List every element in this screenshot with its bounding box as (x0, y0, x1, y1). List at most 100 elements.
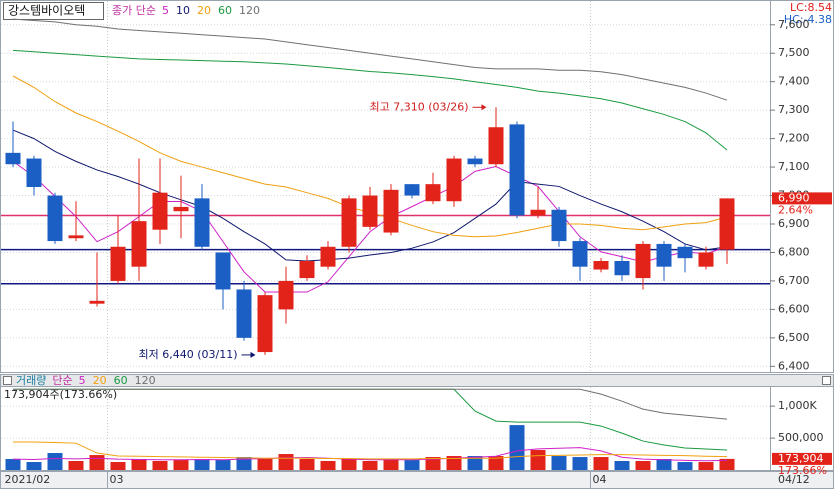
legend-prefix: 종가 단순 (112, 4, 156, 17)
price-tag: 6,990 (778, 191, 810, 204)
legend-entry: 10 (176, 4, 190, 17)
y-tick-label: 7,300 (778, 103, 810, 116)
ma-line (12, 129, 728, 262)
volume-bar (572, 457, 588, 470)
candle-body (299, 261, 315, 279)
candle-body (194, 198, 210, 247)
volume-bar (677, 462, 693, 470)
annotation: 최저 6,440 (03/11) (138, 348, 237, 361)
volume-bar (593, 457, 609, 470)
lc-label: LC:8.54 (790, 1, 832, 14)
volume-bar (614, 460, 630, 470)
volume-title: 거래량 (16, 374, 46, 387)
volume-bar (26, 462, 42, 470)
volume-bar (488, 456, 504, 470)
legend-entry: 120 (239, 4, 260, 17)
candle-body (236, 289, 252, 338)
candle-body (320, 246, 336, 267)
price-tag-box (772, 452, 832, 465)
volume-bar (698, 462, 714, 470)
date-axis (0, 471, 834, 489)
ma-line (13, 441, 728, 460)
candle-body (152, 192, 168, 230)
candle-body (173, 206, 189, 212)
legend-prefix: 단순 (52, 374, 72, 387)
candle-body (488, 127, 504, 165)
ma-line (12, 18, 728, 101)
candle-body (467, 158, 483, 165)
candle-body (572, 241, 588, 267)
legend-entry: 20 (197, 4, 211, 17)
volume-bar (194, 459, 210, 470)
volume-bar (404, 460, 420, 470)
stock-name-box[interactable] (3, 2, 104, 20)
legend-entry: 120 (135, 374, 156, 387)
legend-entry: 20 (93, 374, 107, 387)
volume-bar (425, 457, 441, 470)
candle-body (635, 243, 651, 279)
y-tick-label: 7,200 (778, 132, 810, 145)
candle-body (257, 295, 273, 353)
y-tick-label: 6,600 (778, 302, 810, 315)
candle-body (614, 261, 630, 276)
price-panel (0, 0, 771, 373)
candle-body (593, 261, 609, 270)
price-tag-box (772, 192, 832, 205)
candle-body (89, 300, 105, 304)
y-tick-label: 7,100 (778, 160, 810, 173)
y-tick-label: 6,900 (778, 217, 810, 230)
checkbox[interactable] (3, 376, 12, 385)
volume-bar (152, 460, 168, 470)
volume-bar (551, 456, 567, 470)
change-label: 173.66% (778, 464, 827, 477)
volume-bar (509, 425, 525, 470)
current-date: 04/12 (778, 473, 810, 486)
candle-body (530, 209, 546, 216)
candle-body (341, 198, 357, 247)
candle-body (278, 280, 294, 310)
y-tick-label: 7,400 (778, 75, 810, 88)
candle-body (446, 158, 462, 202)
candle-body (719, 198, 735, 250)
volume-bar (362, 460, 378, 470)
y-tick-label: 7,500 (778, 46, 810, 59)
ma-line (12, 447, 728, 462)
hc-label: HC:-4.38 (784, 13, 832, 26)
volume-bar (299, 459, 315, 470)
candle-body (362, 195, 378, 227)
y-tick-label: 6,500 (778, 331, 810, 344)
y-tick-label: 6,800 (778, 245, 810, 258)
candle-body (425, 184, 441, 202)
candle-body (383, 189, 399, 233)
checkbox[interactable] (822, 376, 831, 385)
volume-bar (278, 454, 294, 470)
candle-body (68, 235, 84, 239)
volume-bar (341, 459, 357, 470)
ma-line (13, 388, 728, 420)
y-tick-label: 7,600 (778, 18, 810, 31)
candle-body (656, 243, 672, 267)
candle-body (215, 252, 231, 290)
candle-body (131, 221, 147, 267)
candle-body (698, 252, 714, 267)
volume-bar (446, 456, 462, 470)
price-axis-panel (770, 0, 834, 373)
volume-bar (68, 460, 84, 470)
volume-bar (530, 450, 546, 470)
volume-bar (5, 459, 21, 470)
volume-bar (257, 457, 273, 470)
candle-body (509, 124, 525, 216)
volume-bar (47, 453, 63, 470)
stock-name: 강스템바이오텍 (8, 4, 85, 18)
volume-bar (320, 460, 336, 470)
annotation: 최고 7,310 (03/26) (369, 100, 468, 113)
x-tick-label: 2021/02 (5, 473, 51, 486)
y-tick-label: 6,700 (778, 274, 810, 287)
ma-line (12, 49, 728, 151)
volume-bar (383, 459, 399, 470)
annotation-arrowhead (481, 104, 487, 111)
volume-bar (467, 456, 483, 470)
candle-body (110, 246, 126, 281)
x-tick-label: 03 (110, 473, 124, 486)
legend-entry: 60 (218, 4, 232, 17)
